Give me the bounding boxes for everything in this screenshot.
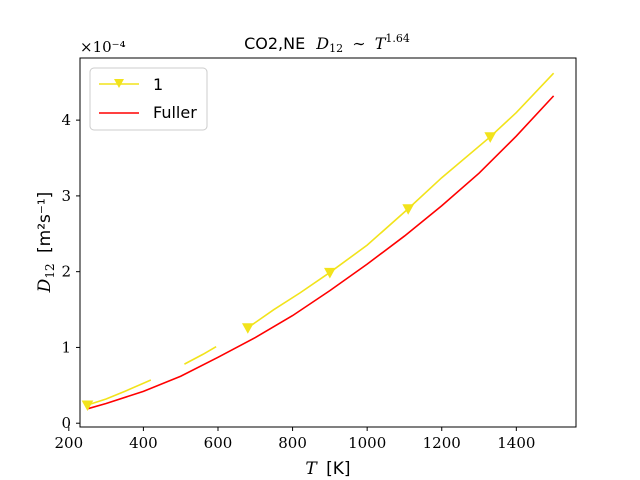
series-1-point	[324, 267, 336, 279]
series-1-point	[81, 400, 94, 412]
x-tick-label: 1000	[348, 434, 386, 452]
x-tick-label: 1200	[423, 434, 461, 452]
x-tick-label: 600	[204, 434, 233, 452]
legend-label-series-1: 1	[153, 75, 163, 94]
x-tick-label: 400	[129, 434, 158, 452]
series-line-fuller	[87, 95, 555, 410]
plot-area	[79, 57, 577, 428]
series-line-segment-1	[184, 345, 217, 365]
y-tick-label: 2	[61, 263, 71, 281]
legend-label-fuller: Fuller	[153, 103, 197, 122]
x-axis: 200 400 600 800 1000 1200 1400	[54, 427, 535, 452]
x-axis-label: T [K]	[305, 459, 350, 479]
x-tick-label: 200	[54, 434, 83, 452]
series-line-segment-1	[247, 72, 555, 329]
y-axis: 0 1 2 3 4	[61, 111, 80, 432]
series-line-segment-1	[87, 379, 152, 406]
y-tick-label: 3	[61, 187, 71, 205]
series-markers	[81, 132, 497, 412]
x-tick-label: 1400	[497, 434, 535, 452]
y-tick-label: 1	[61, 338, 71, 356]
y-tick-label: 4	[61, 111, 71, 129]
series-1-point	[241, 323, 254, 334]
legend-marker-series-1	[114, 79, 124, 88]
series-1-point	[484, 132, 497, 143]
chart-title: CO2,NE D12 ∼ T1.64	[244, 32, 410, 56]
x-tick-label: 800	[278, 434, 307, 452]
series-1-point	[402, 204, 415, 215]
legend: 1 Fuller	[89, 67, 208, 131]
y-offset-text: ×10⁻⁴	[80, 38, 126, 56]
y-tick-label: 0	[61, 414, 71, 432]
y-axis-label: D12 [m²s⁻¹]	[35, 192, 59, 294]
series-lines	[87, 72, 555, 410]
